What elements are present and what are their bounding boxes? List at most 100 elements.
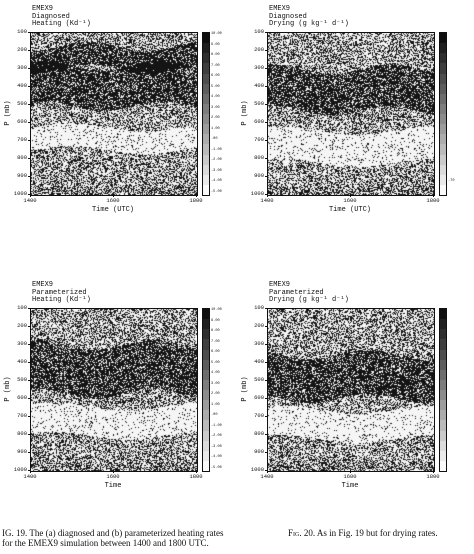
colorbar-swatch [203, 450, 209, 461]
x-tick-label: 1800 [426, 473, 440, 480]
colorbar-tick-label: -1.00 [211, 147, 222, 152]
y-tick-mark [28, 194, 31, 195]
x-tick-mark [196, 470, 197, 473]
colorbar-swatch [440, 440, 446, 451]
x-tick-label: 1800 [189, 197, 203, 204]
x-tick-label: 1400 [23, 473, 37, 480]
colorbar-tick-label: 9.00 [211, 42, 220, 47]
colorbar-swatch [203, 390, 209, 401]
colorbar-tick-label: 4.00 [211, 371, 220, 376]
colorbar-swatch [203, 164, 209, 175]
colorbar-tick-label: 8.00 [211, 53, 220, 58]
y-tick-mark [28, 344, 31, 345]
colorbar-tick-label: -2.00 [211, 434, 222, 439]
figure-19-label: IG. 19. [2, 528, 28, 538]
y-tick-label: 800 [254, 154, 264, 161]
colorbar-tick-label: 6.00 [211, 350, 220, 355]
colorbar-swatch [440, 53, 446, 64]
y-tick-label: 200 [17, 322, 27, 329]
y-tick-mark [28, 140, 31, 141]
colorbar-tick-label: -1.00 [211, 423, 222, 428]
panel-title-line: Diagnosed [32, 12, 70, 21]
y-tick-mark [265, 362, 268, 363]
panel-title-line: EMEX9 [269, 281, 291, 289]
y-tick-label: 200 [254, 46, 264, 53]
colorbar-swatch [440, 63, 446, 74]
y-tick-mark [28, 398, 31, 399]
y-tick-mark [265, 194, 268, 195]
colorbar-tick-label: 7.00 [211, 339, 220, 344]
colorbar [439, 308, 447, 472]
panel-title: EMEX9 Parameterized Drying (g kg⁻¹ d⁻¹) [269, 281, 349, 305]
y-tick-mark [265, 158, 268, 159]
y-tick-label: 300 [254, 340, 264, 347]
colorbar-swatch [203, 420, 209, 431]
colorbar-swatch [203, 103, 209, 114]
y-tick-mark [265, 176, 268, 177]
y-tick-label: 900 [254, 172, 264, 179]
contour-field [30, 308, 198, 472]
panel-title-line: Heating (Kd⁻¹) [32, 296, 91, 304]
panel-title-line: Diagnosed [269, 12, 307, 21]
x-tick-label: 1600 [106, 197, 120, 204]
colorbar-swatch [440, 369, 446, 380]
colorbar-swatch [440, 43, 446, 54]
y-tick-label: 800 [17, 430, 27, 437]
colorbar-swatch [203, 83, 209, 94]
colorbar-tick-label: .70 [448, 179, 455, 184]
y-axis-label: P (mb) [4, 376, 12, 402]
y-tick-mark [265, 308, 268, 309]
colorbar-tick-label: -4.00 [211, 179, 222, 184]
colorbar-tick-label: 4.00 [211, 95, 220, 100]
y-tick-mark [28, 158, 31, 159]
y-tick-label: 700 [254, 136, 264, 143]
colorbar-swatch [203, 400, 209, 411]
y-tick-label: 600 [254, 118, 264, 125]
colorbar-swatch [203, 174, 209, 185]
colorbar-swatch [203, 154, 209, 165]
colorbar-swatch [203, 379, 209, 390]
colorbar-tick-label: 10.00 [211, 32, 222, 36]
figure-20-caption-text: As in Fig. 19 but for drying rates. [316, 528, 438, 538]
y-tick-label: 700 [17, 412, 27, 419]
y-tick-mark [265, 140, 268, 141]
colorbar-swatch [440, 319, 446, 330]
y-tick-mark [28, 50, 31, 51]
colorbar-swatch [440, 349, 446, 360]
y-tick-label: 500 [17, 376, 27, 383]
y-axis-label: P (mb) [4, 100, 12, 126]
y-tick-label: 900 [17, 172, 27, 179]
y-tick-label: 300 [17, 64, 27, 71]
colorbar-tick-label: 9.00 [211, 318, 220, 323]
colorbar-swatch [440, 144, 446, 155]
x-tick-mark [433, 194, 434, 197]
colorbar-tick-label: -3.00 [211, 444, 222, 449]
colorbar-tick-label: -3.00 [211, 168, 222, 173]
x-tick-label: 1800 [426, 197, 440, 204]
y-tick-mark [265, 416, 268, 417]
panel-title-line: Parameterized [32, 288, 87, 297]
x-tick-label: 1600 [106, 473, 120, 480]
colorbar-swatch [203, 134, 209, 145]
colorbar-swatch [203, 339, 209, 350]
x-tick-label: 1600 [343, 473, 357, 480]
y-tick-label: 400 [254, 358, 264, 365]
colorbar-swatch [440, 359, 446, 370]
figure-panel-b: EMEX9 Diagnosed Drying (g kg⁻¹ d⁻¹) 100 200 3… [237, 0, 474, 250]
colorbar-swatch [440, 164, 446, 175]
y-tick-mark [28, 362, 31, 363]
panel-title: EMEX9 Diagnosed Drying (g kg⁻¹ d⁻¹) [269, 5, 349, 29]
colorbar-swatch [440, 73, 446, 84]
colorbar-tick-label: .00 [211, 137, 218, 142]
colorbar-swatch [440, 420, 446, 431]
colorbar-swatch [440, 309, 446, 320]
x-tick-mark [350, 470, 351, 473]
y-tick-label: 1000 [250, 466, 264, 473]
y-tick-label: 500 [17, 100, 27, 107]
y-tick-mark [28, 380, 31, 381]
x-axis-label: Time [341, 482, 359, 490]
y-tick-label: 400 [17, 358, 27, 365]
y-tick-label: 300 [17, 340, 27, 347]
y-tick-label: 700 [17, 136, 27, 143]
colorbar-swatch [203, 53, 209, 64]
